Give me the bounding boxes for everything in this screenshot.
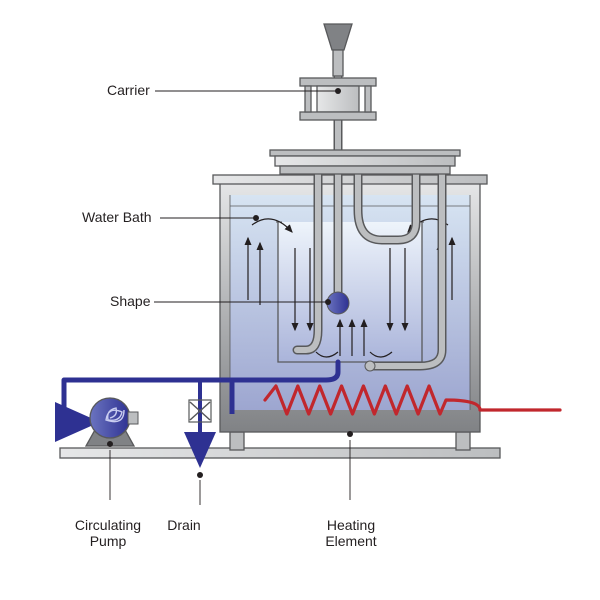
svg-text:Heating: Heating [327, 517, 375, 533]
svg-text:Circulating: Circulating [75, 517, 141, 533]
svg-text:Drain: Drain [167, 517, 200, 533]
svg-text:Shape: Shape [110, 293, 151, 309]
svg-text:Water Bath: Water Bath [82, 209, 152, 225]
svg-text:Pump: Pump [90, 533, 127, 549]
flange [270, 150, 460, 156]
svg-text:Carrier: Carrier [107, 82, 150, 98]
svg-text:Element: Element [325, 533, 376, 549]
funnel [324, 24, 352, 50]
